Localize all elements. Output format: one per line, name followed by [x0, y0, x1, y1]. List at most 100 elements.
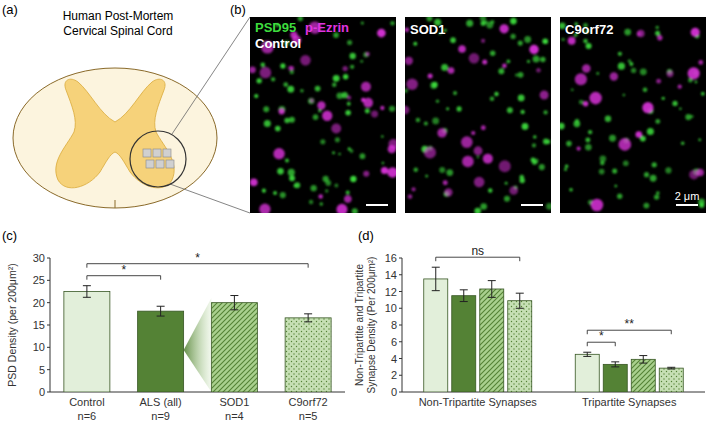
psd95-spot: [315, 86, 321, 92]
y-tick-label: 5: [39, 364, 45, 376]
grey-matter: [56, 79, 174, 188]
image-label: SOD1: [410, 22, 445, 37]
ezrin-spot: [405, 57, 413, 65]
ezrin-spot: [381, 167, 388, 174]
psd95-spot: [518, 40, 523, 45]
psd95-spot: [260, 62, 265, 67]
psd95-spot: [695, 81, 698, 84]
bar: [211, 303, 257, 392]
psd95-spot: [518, 95, 525, 102]
psd95-spot: [436, 99, 439, 102]
bar: [138, 311, 184, 392]
psd95-spot: [665, 167, 671, 173]
ezrin-spot: [691, 28, 700, 37]
ezrin-spot: [309, 98, 314, 103]
psd95-spot: [424, 122, 428, 126]
psd95-spot: [546, 203, 551, 210]
psd95-spot: [441, 64, 448, 71]
error-line: [160, 306, 161, 316]
roi-square: [146, 160, 154, 168]
ezrin-spot: [540, 91, 549, 100]
roi-square: [163, 149, 171, 157]
ezrin-spot: [250, 66, 256, 73]
error-line: [491, 281, 492, 298]
psd95-spot: [320, 202, 323, 205]
x-tick-label: Tripartite Synapses: [582, 396, 677, 408]
psd95-spot: [533, 55, 540, 62]
ezrin-spot: [273, 148, 284, 159]
error-line: [519, 293, 520, 308]
y-tick: [47, 302, 50, 303]
psd95-spot: [474, 208, 481, 213]
ezrin-spot: [300, 55, 311, 66]
psd95-spot: [524, 36, 531, 43]
psd95-spot: [564, 168, 567, 171]
psd95-spot: [507, 59, 511, 63]
psd95-spot: [294, 182, 300, 188]
y-tick-label: 10: [385, 302, 397, 314]
psd95-spot: [275, 126, 281, 132]
ezrin-spot: [387, 167, 396, 177]
psd95-spot: [654, 194, 659, 199]
psd95-spot: [490, 51, 495, 56]
y-tick-label: 25: [33, 274, 45, 286]
psd95-spot: [288, 169, 295, 176]
ezrin-spot: [689, 170, 699, 180]
y-tick: [47, 369, 50, 370]
psd95-spot: [350, 176, 356, 182]
ezrin-spot: [678, 85, 682, 89]
y-tick: [47, 280, 50, 281]
psd95-spot: [382, 162, 385, 165]
psd95-spot: [350, 53, 356, 59]
psd95-spot: [427, 17, 433, 21]
ezrin-spot: [331, 123, 341, 133]
panel-label: (b): [230, 2, 246, 17]
error-cap: [667, 367, 675, 368]
psd95-spot: [685, 114, 691, 120]
psd95-spot: [640, 68, 647, 75]
ezrin-spot: [469, 53, 480, 64]
significance-label: *: [121, 263, 126, 277]
psd95-spot: [323, 176, 329, 182]
error-cap: [157, 306, 165, 307]
psd95-spot: [350, 176, 356, 182]
error-bar: [157, 306, 165, 316]
y-axis-label: Non-Tripartite and Tripartite: [354, 264, 365, 386]
psd95-spot: [457, 106, 462, 111]
y-tick-label: 30: [33, 252, 45, 264]
psd95-spot: [352, 208, 358, 213]
psd95-spot: [320, 139, 325, 144]
psd95-spot: [543, 39, 548, 44]
figure: (a)Human Post-MortemCervical Spinal Cord…: [0, 0, 708, 442]
psd95-spot: [583, 39, 588, 44]
ezrin-spot: [461, 136, 473, 148]
y-axis-label: Synapse Density (Per 200μm²): [366, 257, 377, 394]
psd95-spot: [490, 97, 495, 102]
bar: [603, 364, 627, 392]
bar: [575, 354, 599, 392]
psd95-spot: [618, 52, 622, 56]
y-axis-label: PSD Density (per 200μm²): [6, 263, 18, 386]
psd95-spot: [336, 92, 343, 99]
psd95-spot: [446, 107, 449, 110]
psd95-spot: [565, 164, 568, 167]
error-cap: [83, 285, 91, 286]
error-cap: [516, 293, 524, 294]
psd95-spot: [332, 151, 335, 154]
ezrin-spot: [536, 68, 541, 73]
psd95-spot: [254, 94, 258, 98]
psd95-spot: [284, 118, 290, 124]
psd95-spot: [360, 60, 363, 63]
psd95-spot: [679, 108, 682, 111]
n-label: n=4: [225, 410, 244, 422]
significance-label: **: [625, 317, 635, 331]
psd95-spot: [681, 142, 684, 145]
y-tick: [47, 325, 50, 326]
ezrin-spot: [481, 125, 486, 130]
psd95-spot: [615, 185, 618, 188]
psd95-spot: [586, 43, 592, 49]
y-tick-label: 12: [385, 286, 397, 298]
psd95-spot: [343, 74, 348, 79]
image-label: Control: [255, 36, 301, 51]
error-line: [435, 267, 436, 290]
